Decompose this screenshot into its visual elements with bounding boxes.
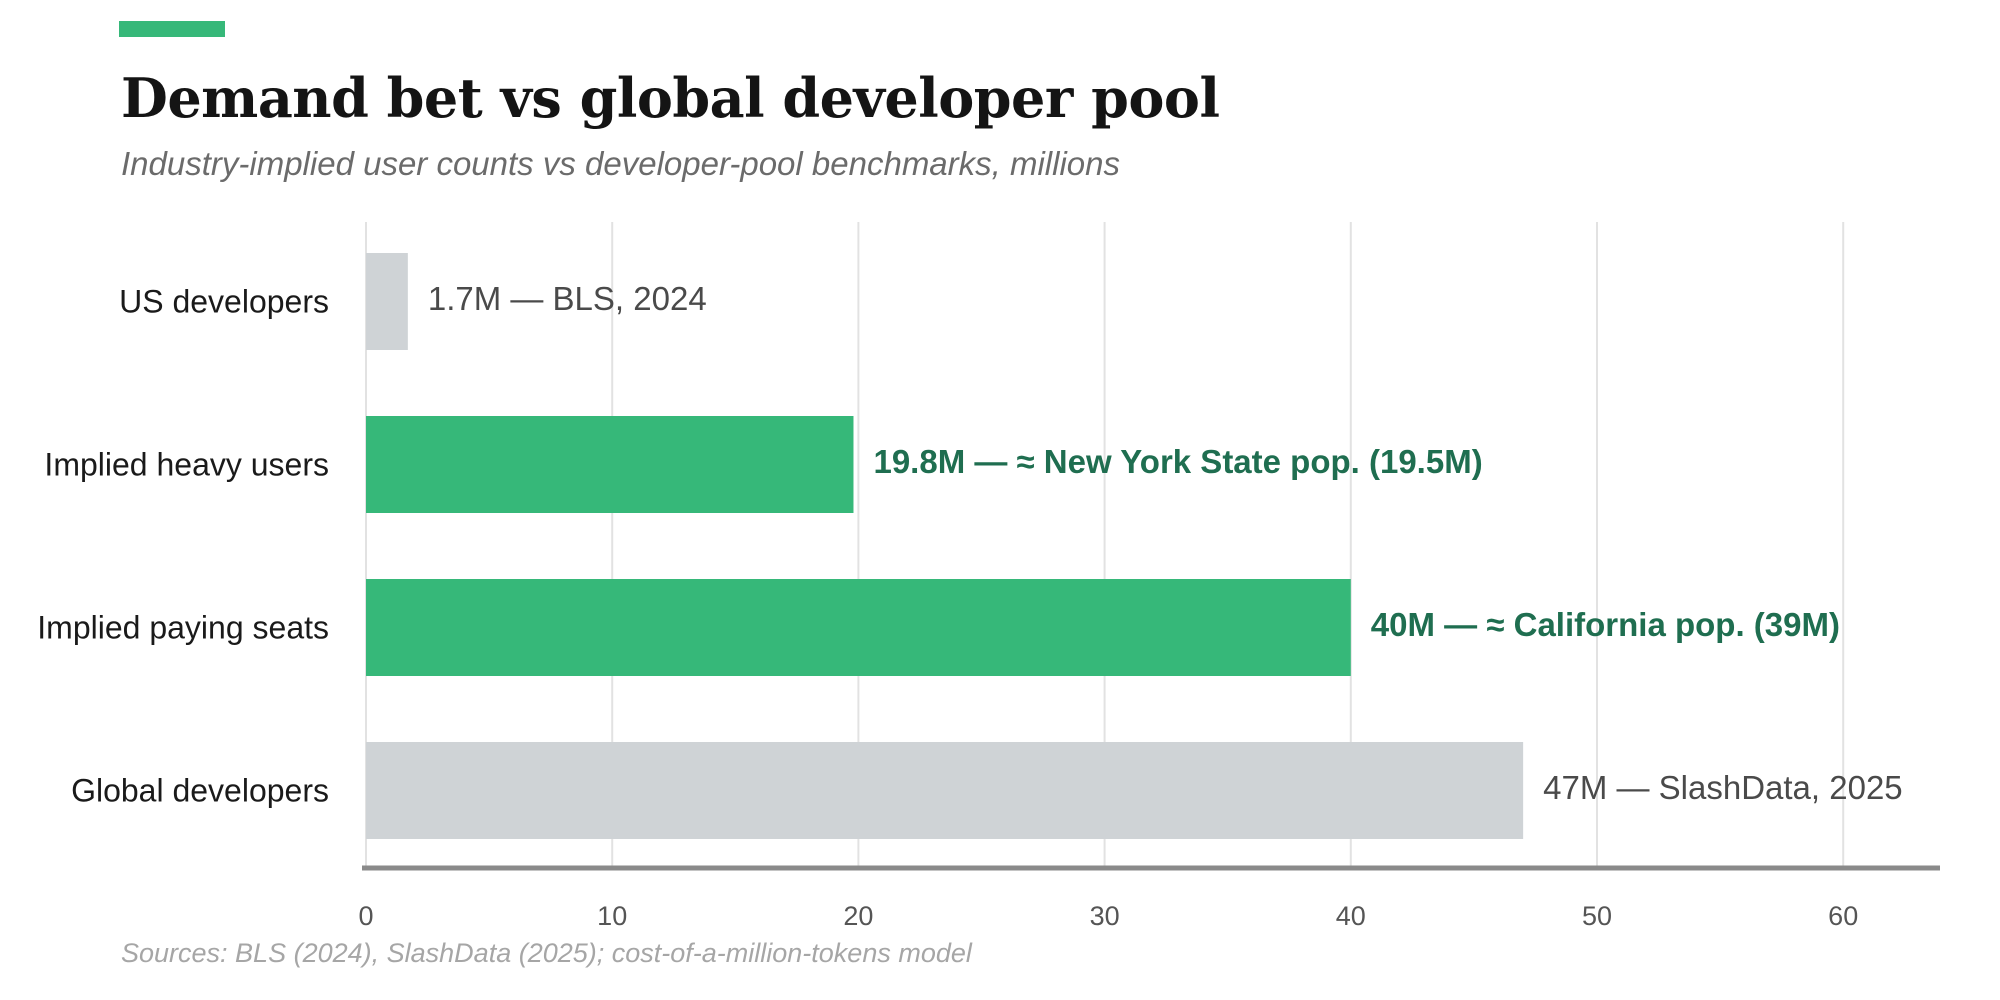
x-tick-label: 20	[843, 901, 873, 931]
x-tick-label: 40	[1336, 901, 1366, 931]
data-label: 19.8M — ≈ New York State pop. (19.5M)	[873, 443, 1482, 480]
data-label: 40M — ≈ California pop. (39M)	[1371, 606, 1840, 643]
data-label: 1.7M — BLS, 2024	[428, 280, 707, 317]
category-label: Implied paying seats	[37, 610, 329, 646]
category-label: Global developers	[71, 773, 329, 809]
x-tick-label: 30	[1090, 901, 1120, 931]
source-note: Sources: BLS (2024), SlashData (2025); c…	[121, 938, 972, 969]
x-tick-label: 10	[597, 901, 627, 931]
x-tick-label: 50	[1582, 901, 1612, 931]
x-tick-label: 60	[1828, 901, 1858, 931]
category-label: Implied heavy users	[44, 447, 329, 483]
data-label: 47M — SlashData, 2025	[1543, 769, 1903, 806]
bar	[366, 253, 408, 350]
bar	[366, 579, 1351, 676]
bar	[366, 416, 853, 513]
category-label: US developers	[119, 284, 329, 320]
bar	[366, 742, 1523, 839]
x-tick-label: 0	[358, 901, 373, 931]
